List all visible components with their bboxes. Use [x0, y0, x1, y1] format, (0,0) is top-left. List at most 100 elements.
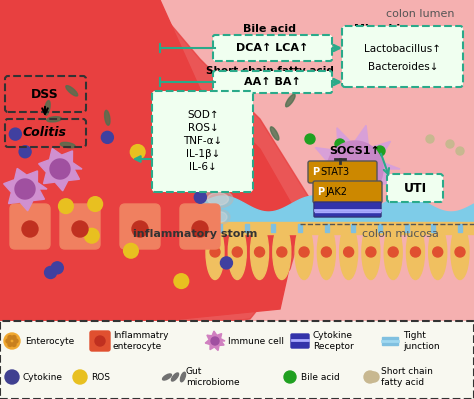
Text: STAT3: STAT3: [320, 167, 349, 177]
Text: Bile acid: Bile acid: [301, 373, 340, 381]
Bar: [325, 224, 328, 232]
Text: Short chain fatty acid: Short chain fatty acid: [206, 66, 334, 76]
Circle shape: [410, 247, 420, 257]
FancyBboxPatch shape: [10, 204, 50, 249]
FancyBboxPatch shape: [213, 35, 332, 61]
Text: Gut
microbiome: Gut microbiome: [186, 367, 240, 387]
Ellipse shape: [208, 193, 228, 205]
Ellipse shape: [195, 170, 235, 188]
Circle shape: [85, 229, 99, 243]
Ellipse shape: [270, 127, 279, 140]
Ellipse shape: [45, 101, 50, 115]
Ellipse shape: [192, 152, 228, 166]
Circle shape: [220, 257, 232, 269]
Text: Immune cell: Immune cell: [228, 336, 284, 346]
FancyBboxPatch shape: [314, 202, 381, 217]
Circle shape: [364, 371, 376, 383]
FancyBboxPatch shape: [213, 71, 332, 93]
Bar: [405, 224, 409, 232]
Circle shape: [369, 372, 379, 382]
Ellipse shape: [12, 336, 16, 340]
Bar: [218, 224, 222, 232]
Text: DSS: DSS: [31, 87, 59, 101]
Circle shape: [174, 274, 188, 288]
Ellipse shape: [182, 139, 189, 153]
Bar: [382, 337, 398, 345]
Ellipse shape: [172, 373, 179, 381]
Ellipse shape: [66, 86, 78, 96]
Bar: [431, 224, 435, 232]
Ellipse shape: [12, 342, 16, 346]
Circle shape: [388, 247, 398, 257]
Bar: [458, 224, 462, 232]
FancyBboxPatch shape: [180, 204, 220, 249]
Circle shape: [455, 247, 465, 257]
Ellipse shape: [6, 339, 10, 343]
Text: Lactobacillus↑: Lactobacillus↑: [365, 44, 441, 54]
Ellipse shape: [286, 94, 295, 107]
Circle shape: [192, 221, 208, 237]
FancyBboxPatch shape: [120, 204, 160, 249]
Text: inflammatory storm: inflammatory storm: [133, 229, 257, 239]
Circle shape: [95, 336, 105, 346]
Circle shape: [101, 131, 113, 143]
Circle shape: [50, 159, 70, 179]
Text: SOD↑
ROS↓
TNF-α↓
IL-1β↓
IL-6↓: SOD↑ ROS↓ TNF-α↓ IL-1β↓ IL-6↓: [183, 110, 223, 172]
Text: Tight
junction: Tight junction: [403, 331, 439, 351]
Ellipse shape: [181, 372, 185, 382]
Circle shape: [5, 370, 19, 384]
FancyBboxPatch shape: [308, 161, 377, 183]
Circle shape: [22, 221, 38, 237]
Circle shape: [211, 337, 219, 345]
Text: colon lumen: colon lumen: [386, 9, 454, 19]
Ellipse shape: [203, 190, 233, 208]
Circle shape: [73, 370, 87, 384]
Bar: [200, 222, 474, 234]
Circle shape: [160, 173, 172, 185]
Ellipse shape: [105, 111, 110, 125]
Text: UTI: UTI: [403, 182, 427, 194]
Text: DCA↑ LCA↑: DCA↑ LCA↑: [236, 43, 308, 53]
Circle shape: [124, 244, 138, 258]
Ellipse shape: [60, 142, 75, 148]
Text: Microbiome: Microbiome: [354, 24, 427, 34]
Circle shape: [305, 134, 315, 144]
Ellipse shape: [428, 225, 447, 280]
Bar: [378, 224, 382, 232]
Circle shape: [375, 146, 385, 156]
Ellipse shape: [210, 209, 230, 225]
Ellipse shape: [273, 225, 291, 280]
Text: Cytokine: Cytokine: [23, 373, 63, 381]
Circle shape: [456, 147, 464, 155]
Ellipse shape: [406, 225, 424, 280]
Circle shape: [194, 191, 206, 203]
Circle shape: [327, 141, 383, 197]
Circle shape: [284, 371, 296, 383]
Circle shape: [277, 247, 287, 257]
Circle shape: [255, 247, 264, 257]
Circle shape: [19, 146, 31, 158]
Bar: [298, 224, 302, 232]
Polygon shape: [310, 125, 400, 214]
Ellipse shape: [295, 225, 313, 280]
FancyBboxPatch shape: [313, 181, 382, 203]
Circle shape: [132, 221, 148, 237]
Text: Cytokine
Receptor: Cytokine Receptor: [313, 331, 354, 351]
Text: Colitis: Colitis: [23, 126, 67, 138]
Bar: [245, 224, 249, 232]
Ellipse shape: [213, 212, 227, 222]
Circle shape: [446, 140, 454, 148]
Text: P: P: [312, 167, 319, 177]
Text: AA↑ BA↑: AA↑ BA↑: [244, 77, 301, 87]
FancyBboxPatch shape: [60, 204, 100, 249]
Ellipse shape: [163, 374, 172, 380]
FancyBboxPatch shape: [342, 26, 463, 87]
Text: Enterocyte: Enterocyte: [25, 336, 74, 346]
Circle shape: [9, 128, 21, 140]
Text: Bile acid: Bile acid: [244, 24, 297, 34]
Ellipse shape: [4, 333, 20, 349]
Polygon shape: [200, 196, 474, 224]
Bar: [271, 224, 275, 232]
Ellipse shape: [8, 336, 12, 340]
Circle shape: [232, 247, 242, 257]
